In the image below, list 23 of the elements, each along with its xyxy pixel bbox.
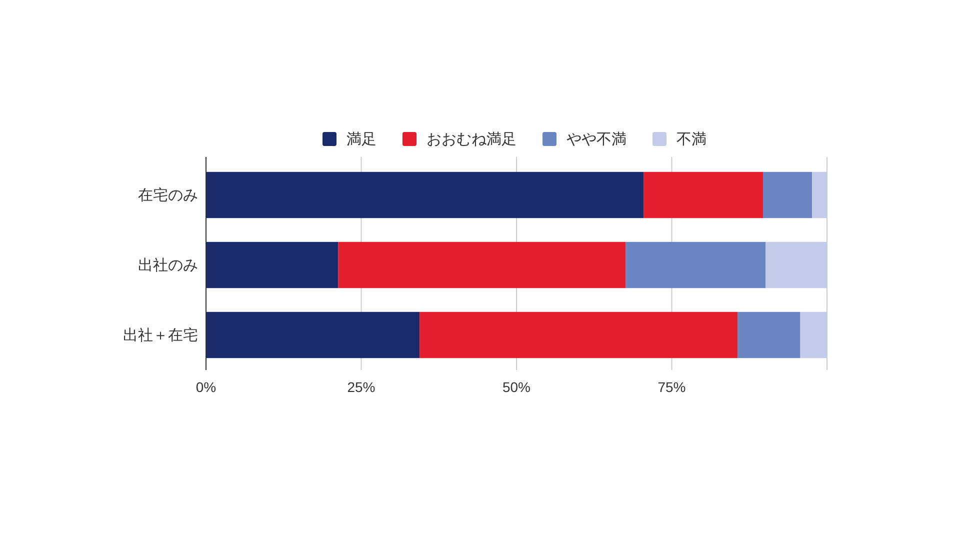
x-tick-label: 50% — [502, 379, 531, 395]
bar — [812, 172, 827, 218]
bar — [766, 242, 827, 288]
legend-label: やや不満 — [566, 131, 626, 148]
x-tick-label: 75% — [658, 379, 686, 395]
bar — [763, 172, 812, 218]
bar — [206, 312, 420, 358]
bar — [206, 172, 644, 218]
legend-label: 不満 — [676, 131, 706, 148]
legend-label: 満足 — [346, 131, 376, 148]
y-tick-label: 在宅のみ — [138, 187, 198, 204]
bar — [338, 242, 626, 288]
legend-label: おおむね満足 — [426, 131, 516, 148]
y-tick-label: 出社＋在宅 — [123, 327, 198, 344]
x-tick-label: 25% — [347, 379, 376, 395]
bar — [738, 312, 800, 358]
y-tick-label: 出社のみ — [138, 257, 198, 274]
bar — [644, 172, 764, 218]
x-tick-label: 0% — [196, 379, 216, 395]
bar — [626, 242, 766, 288]
bar — [206, 242, 338, 288]
bar — [420, 312, 738, 358]
bar — [800, 312, 827, 358]
